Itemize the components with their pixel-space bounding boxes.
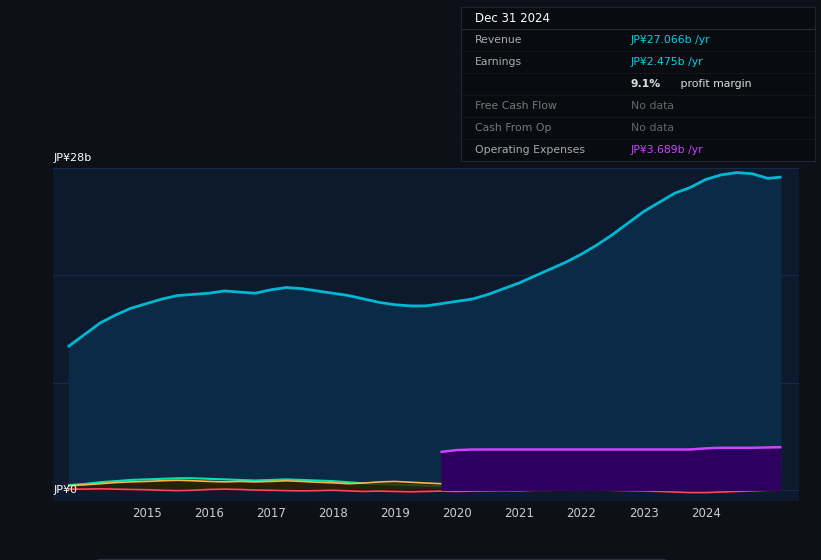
- Text: Cash From Op: Cash From Op: [475, 123, 551, 133]
- Text: Dec 31 2024: Dec 31 2024: [475, 12, 550, 25]
- Legend: Revenue, Earnings, Free Cash Flow, Cash From Op, Operating Expenses: Revenue, Earnings, Free Cash Flow, Cash …: [97, 559, 666, 560]
- Text: No data: No data: [631, 123, 674, 133]
- Text: profit margin: profit margin: [677, 80, 751, 89]
- Text: No data: No data: [631, 101, 674, 111]
- Text: JP¥27.066b /yr: JP¥27.066b /yr: [631, 35, 710, 45]
- Text: JP¥3.689b /yr: JP¥3.689b /yr: [631, 145, 704, 155]
- Text: Operating Expenses: Operating Expenses: [475, 145, 585, 155]
- Text: Free Cash Flow: Free Cash Flow: [475, 101, 557, 111]
- Text: Revenue: Revenue: [475, 35, 522, 45]
- Text: JP¥2.475b /yr: JP¥2.475b /yr: [631, 57, 704, 67]
- Text: Earnings: Earnings: [475, 57, 522, 67]
- Text: 9.1%: 9.1%: [631, 80, 661, 89]
- Text: JP¥0: JP¥0: [53, 485, 77, 494]
- Text: JP¥28b: JP¥28b: [53, 153, 92, 163]
